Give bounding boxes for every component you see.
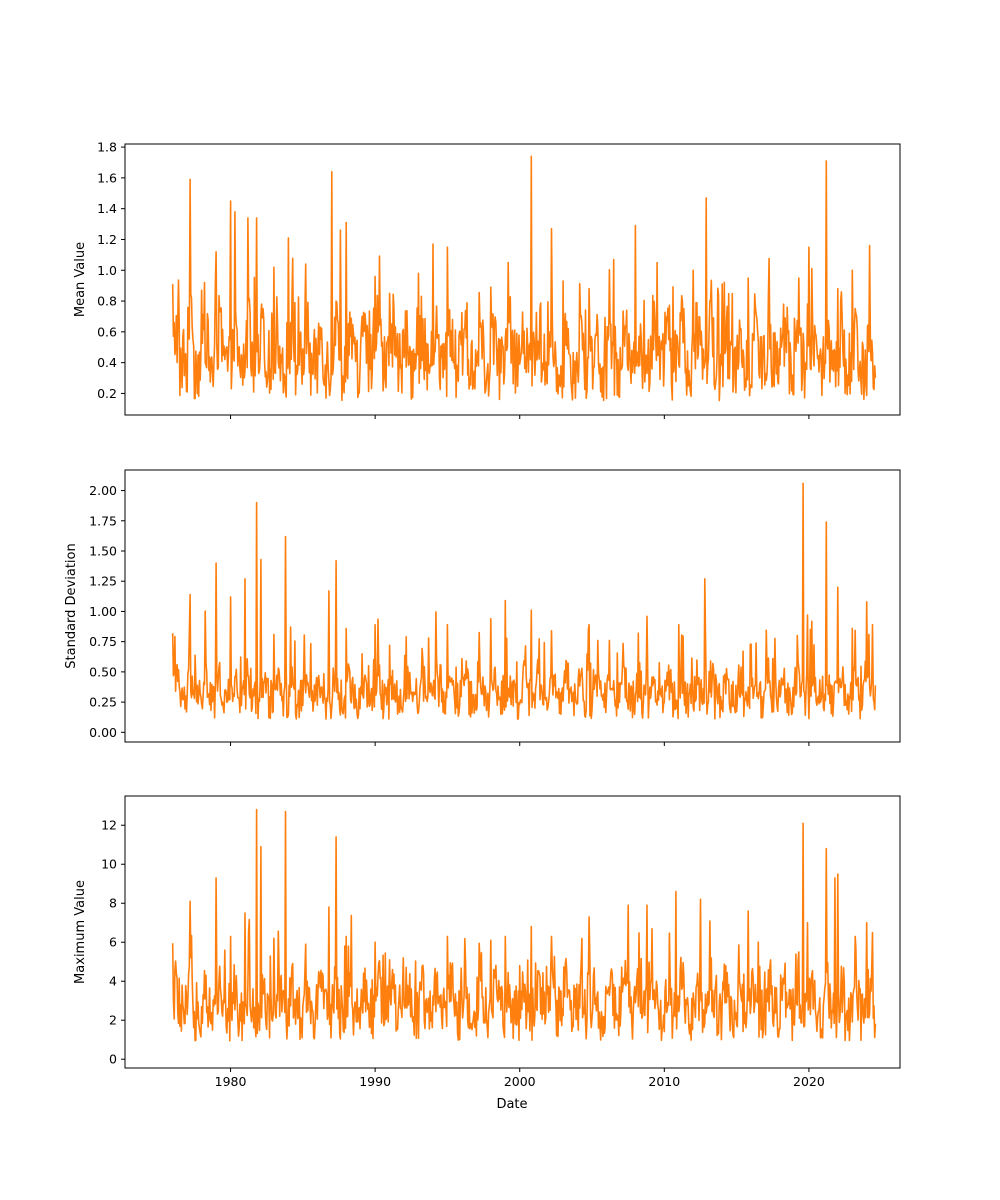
axes-frame (124, 795, 901, 1069)
x-tick-label: 2010 (648, 1074, 680, 1089)
y-tick-label: 1.75 (89, 513, 117, 528)
x-tick-label: 1990 (359, 1074, 391, 1089)
y-tick-label: 0.50 (89, 664, 117, 679)
y-tick-label: 1.00 (89, 604, 117, 619)
x-tick-label: 2000 (504, 1074, 536, 1089)
y-tick-label: 0.75 (89, 634, 117, 649)
y-tick-label: 1.6 (97, 170, 117, 185)
y-tick-label: 1.0 (97, 263, 117, 278)
y-tick-label: 1.25 (89, 574, 117, 589)
x-axis-label: Date (496, 1097, 527, 1112)
y-tick-label: 1.8 (97, 140, 117, 155)
y-tick-label: 0.4 (97, 355, 117, 370)
y-tick-label: 0.2 (97, 386, 117, 401)
y-tick-label: 0.6 (97, 324, 117, 339)
y-axis-label: Mean Value (73, 242, 88, 317)
y-tick-label: 4 (109, 974, 117, 989)
y-tick-label: 8 (109, 896, 117, 911)
subplots: 0.2 0.4 0.6 0.8 1.0 1.2 1.4 1.6 1.8 Mean Value 0.0… (64, 140, 901, 1089)
subplot-3: 0 2 4 6 8 10 12 1980 1990 2000 2010 2020 Maximum Val… (73, 795, 901, 1089)
subplot-2: 0.00 0.25 0.50 0.75 1.00 1.25 1.50 1.75 2.00 Stan… (64, 469, 901, 746)
y-tick-label: 2.00 (89, 483, 117, 498)
y-tick-label: 2 (109, 1013, 117, 1028)
y-tick-label: 1.50 (89, 543, 117, 558)
x-tick-label: 2020 (793, 1074, 825, 1089)
y-tick-label: 0.00 (89, 725, 117, 740)
y-axis-label: Standard Deviation (64, 543, 79, 668)
series-line (171, 155, 877, 402)
y-tick-label: 12 (101, 818, 117, 833)
y-tick-label: 6 (109, 935, 117, 950)
y-tick-label: 0 (109, 1052, 117, 1067)
series-line (171, 808, 877, 1042)
y-tick-label: 1.2 (97, 232, 117, 247)
y-tick-label: 0.8 (97, 294, 117, 309)
y-tick-label: 0.25 (89, 695, 117, 710)
y-axis-label: Maximum Value (73, 880, 88, 984)
axes-frame (124, 143, 901, 416)
y-tick-label: 10 (101, 857, 117, 872)
axes-frame (124, 469, 901, 743)
x-tick-label: 1980 (215, 1074, 247, 1089)
y-tick-label: 1.4 (97, 201, 117, 216)
subplot-1: 0.2 0.4 0.6 0.8 1.0 1.2 1.4 1.6 1.8 Mean Value (73, 140, 901, 419)
series-line (171, 482, 877, 720)
